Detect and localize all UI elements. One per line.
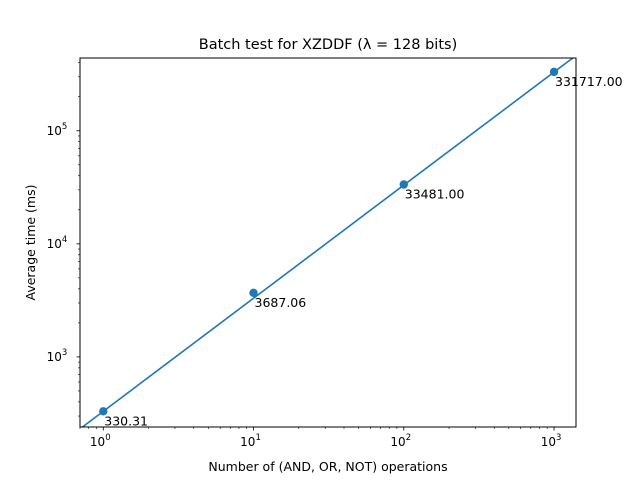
y-tick-label: 105	[47, 122, 68, 138]
x-tick-label: 100	[90, 433, 111, 449]
data-point	[99, 407, 108, 416]
x-axis-label: Number of (AND, OR, NOT) operations	[208, 459, 447, 474]
data-point	[399, 180, 408, 189]
data-label: 3687.06	[255, 295, 307, 310]
axes-frame	[79, 57, 577, 428]
series-line	[81, 58, 575, 427]
y-axis: 103 104 105	[47, 62, 80, 417]
y-tick-label: 103	[47, 348, 68, 364]
y-tick-label: 104	[47, 235, 68, 251]
y-axis-label: Average time (ms)	[23, 185, 38, 301]
x-tick-label: 103	[541, 433, 562, 449]
plot-area	[81, 58, 575, 427]
chart-title: Batch test for XZDDF (λ = 128 bits)	[199, 37, 457, 53]
x-tick-label: 101	[240, 433, 261, 449]
data-label: 33481.00	[405, 186, 465, 201]
data-labels: 330.31 3687.06 33481.00 331717.00	[104, 74, 622, 428]
x-tick-label: 102	[390, 433, 411, 449]
x-axis: 100 101 102 103	[79, 427, 562, 449]
data-point	[249, 288, 258, 298]
data-label: 330.31	[104, 413, 148, 428]
data-point	[549, 67, 559, 77]
data-label: 331717.00	[555, 74, 623, 89]
